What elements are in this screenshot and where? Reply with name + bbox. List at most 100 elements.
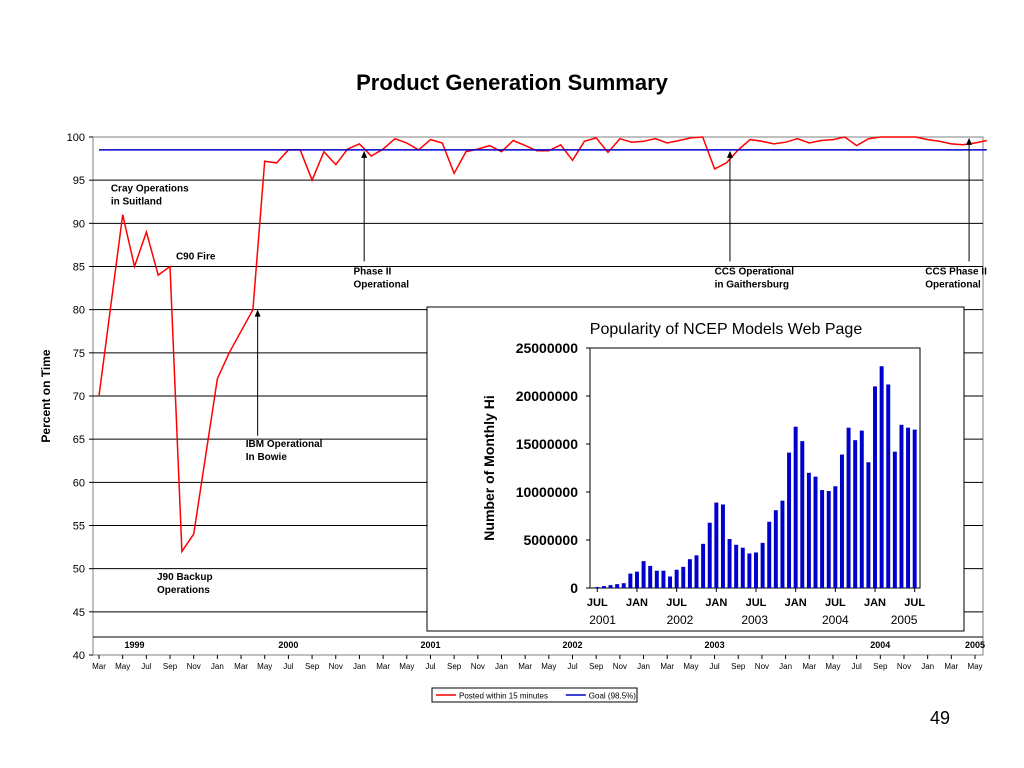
main-ytick-label: 45 (73, 607, 85, 619)
main-ytick-label: 100 (67, 132, 85, 144)
legend-label: Posted within 15 minutes (459, 692, 548, 701)
annotation-text: CCS Phase II (925, 266, 987, 277)
annotation-text: CCS Operational (715, 266, 795, 277)
inset-bar (806, 472, 811, 588)
inset-xtick-label: JAN (626, 597, 648, 609)
main-ytick-label: 50 (73, 564, 85, 576)
annotation-text: Phase II (354, 266, 392, 277)
main-xtick-label: Mar (92, 662, 106, 671)
inset-bar (873, 386, 878, 588)
inset-ytick-label: 5000000 (523, 532, 578, 548)
main-xtick-label: Nov (471, 662, 485, 671)
main-xtick-label: Nov (613, 662, 627, 671)
main-xtick-label: Mar (518, 662, 532, 671)
inset-bar (839, 454, 844, 588)
inset-year-label: 2001 (589, 613, 616, 627)
main-ytick-label: 55 (73, 521, 85, 533)
main-xtick-label: Sep (163, 662, 178, 671)
main-xtick-label: Nov (329, 662, 343, 671)
inset-bar (767, 521, 772, 588)
inset-chart-title: Popularity of NCEP Models Web Page (590, 321, 863, 338)
inset-bar (859, 430, 864, 588)
main-xtick-label: Jan (353, 662, 366, 671)
inset-bar (615, 584, 620, 588)
annotation: Phase II Operational (354, 150, 410, 290)
page-title: Product Generation Summary (356, 70, 668, 95)
annotation-text: Operational (354, 279, 410, 290)
main-year-label: 2002 (562, 640, 582, 650)
main-ytick-label: 65 (73, 434, 85, 446)
main-ytick-label: 90 (73, 218, 85, 230)
annotation-arrowhead (254, 309, 261, 317)
inset-ytick-label: 15000000 (516, 436, 579, 452)
inset-bar (681, 566, 686, 588)
main-xtick-label: Jan (921, 662, 934, 671)
main-ytick-label: 95 (73, 175, 85, 187)
main-xtick-label: Jul (425, 662, 435, 671)
main-y-axis-label: Percent on Time (39, 349, 53, 442)
main-ytick-label: 60 (73, 477, 85, 489)
inset-bar (754, 552, 758, 588)
inset-bar (714, 502, 719, 588)
inset-bar (734, 544, 739, 588)
inset-bar (687, 559, 692, 588)
inset-ytick-label: 25000000 (516, 340, 579, 356)
inset-bar (826, 491, 831, 588)
main-xtick-label: Jul (567, 662, 577, 671)
annotation: Cray Operations in Suitland (111, 183, 189, 207)
main-xtick-label: Nov (897, 662, 911, 671)
inset-bar (813, 476, 818, 588)
inset-year-label: 2003 (741, 613, 768, 627)
inset-xtick-label: JUL (904, 597, 925, 609)
inset-bar (668, 576, 673, 588)
inset-xtick-label: JAN (705, 597, 727, 609)
main-xtick-label: May (967, 662, 982, 671)
main-year-label: 2000 (278, 640, 298, 650)
main-ytick-label: 75 (73, 348, 85, 360)
inset-bar (674, 569, 679, 588)
inset-bar (760, 542, 765, 588)
inset-bar (740, 547, 745, 588)
inset-bar (906, 427, 911, 588)
legend-label: Goal (98.5%) (589, 692, 636, 701)
inset-xtick-label: JUL (666, 597, 687, 609)
annotation-arrowhead (966, 137, 973, 145)
inset-bar (866, 462, 871, 588)
inset-year-label: 2005 (891, 613, 918, 627)
inset-ytick-label: 10000000 (516, 484, 579, 500)
main-year-label: 1999 (124, 640, 144, 650)
main-xtick-label: Sep (305, 662, 320, 671)
main-xtick-label: Mar (660, 662, 674, 671)
inset-plot-frame (589, 347, 921, 589)
inset-year-label: 2004 (822, 613, 849, 627)
inset-bar (846, 427, 851, 588)
annotation-text: In Bowie (246, 452, 288, 463)
inset-bar (608, 585, 613, 588)
inset-bar (595, 587, 600, 588)
main-xtick-label: Mar (944, 662, 958, 671)
main-xtick-label: Jan (779, 662, 792, 671)
main-xtick-label: Nov (755, 662, 769, 671)
inset-bar (661, 570, 666, 588)
main-xtick-label: May (825, 662, 840, 671)
inset-xtick-label: JUL (825, 597, 846, 609)
inset-bar (621, 583, 626, 588)
inset-ytick-label: 20000000 (516, 388, 579, 404)
main-xtick-label: Jul (283, 662, 293, 671)
main-xtick-label: Sep (447, 662, 462, 671)
inset-bar (780, 500, 785, 588)
main-year-label: 2001 (420, 640, 440, 650)
inset-bar (654, 570, 659, 588)
inset-bar (628, 573, 633, 588)
inset-bar (648, 565, 653, 588)
main-xtick-label: Jan (495, 662, 508, 671)
main-xtick-label: Mar (802, 662, 816, 671)
inset-xtick-label: JUL (746, 597, 767, 609)
inset-bar (707, 522, 712, 588)
annotation-text: in Suitland (111, 196, 162, 207)
main-xtick-label: Sep (873, 662, 888, 671)
inset-bar (793, 426, 798, 588)
inset-y-axis-label: Number of Monthly Hi (481, 395, 497, 540)
main-ytick-label: 80 (73, 305, 85, 317)
inset-bar (641, 561, 646, 588)
